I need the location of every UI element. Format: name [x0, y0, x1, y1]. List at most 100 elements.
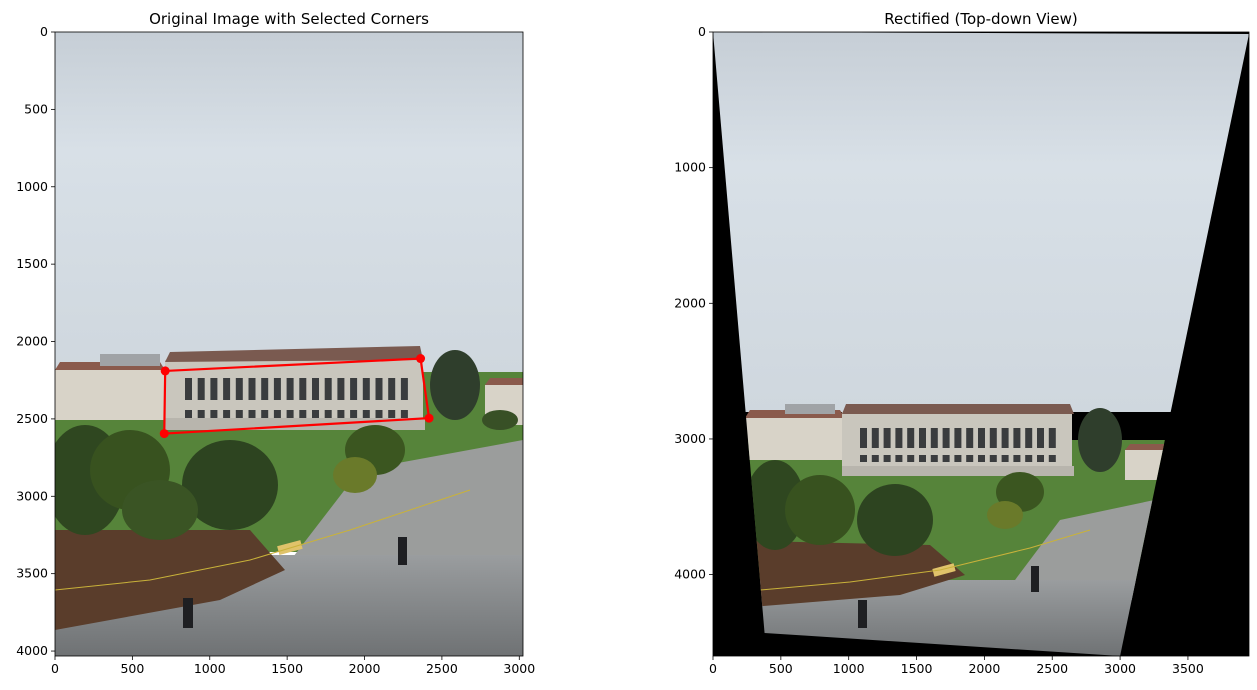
- window: [895, 455, 903, 462]
- x-tick-label: 2000: [349, 661, 381, 676]
- y-tick-label: 3000: [16, 488, 48, 503]
- window: [235, 378, 243, 400]
- y-tick-label: 0: [40, 24, 48, 39]
- window: [388, 410, 396, 418]
- window: [248, 410, 256, 418]
- window: [337, 378, 345, 400]
- sky-region: [55, 32, 523, 372]
- window: [350, 410, 358, 418]
- window: [248, 378, 256, 400]
- axes-frame: [54, 31, 524, 657]
- window: [919, 455, 926, 462]
- window: [324, 378, 332, 400]
- x-tick-label: 3000: [1104, 661, 1136, 676]
- window: [1013, 455, 1021, 462]
- window: [1001, 455, 1009, 462]
- window: [261, 378, 269, 400]
- window: [350, 378, 358, 400]
- x-tick-label: 3000: [503, 661, 535, 676]
- corner-markers: [159, 354, 434, 439]
- window: [375, 410, 383, 418]
- rectified-image-panel: 0 500 1000 1500 2000 2500 3000 3500 0 1000 2000 300…: [674, 10, 1250, 676]
- y-tick-label: 2000: [16, 334, 48, 349]
- chart-title: Rectified (Top-down View): [884, 10, 1078, 28]
- window: [860, 455, 867, 462]
- window: [954, 428, 962, 448]
- y-tick-label: 4000: [16, 643, 48, 658]
- windows-left: [185, 378, 408, 418]
- window: [273, 410, 281, 418]
- window: [954, 455, 962, 462]
- window: [210, 410, 218, 418]
- side-building-left: [745, 404, 845, 460]
- x-tick-label: 0: [51, 661, 59, 676]
- y-tick-label: 2500: [16, 411, 48, 426]
- original-image-panel: 0 500 1000 1500 2000 2500 3000 0 500 1000 1500 2000…: [16, 10, 535, 676]
- window: [966, 428, 974, 448]
- mulch-bed: [713, 540, 965, 610]
- window: [978, 428, 985, 448]
- tape-line: [55, 489, 471, 591]
- y-tick-label: 0: [698, 24, 706, 39]
- window: [337, 410, 345, 418]
- window: [235, 410, 243, 418]
- y-tick-label: 4000: [674, 567, 706, 582]
- window: [966, 455, 974, 462]
- corner-marker: [424, 413, 434, 423]
- window: [286, 410, 294, 418]
- x-tick-label: 1000: [833, 661, 865, 676]
- window: [930, 428, 938, 448]
- window: [1013, 428, 1021, 448]
- window: [185, 410, 192, 418]
- window: [286, 378, 294, 400]
- window: [362, 410, 370, 418]
- corner-marker: [159, 429, 169, 439]
- window: [261, 410, 269, 418]
- window: [312, 378, 319, 400]
- x-tick-label: 0: [709, 661, 717, 676]
- window: [883, 455, 891, 462]
- window: [388, 378, 396, 400]
- window: [860, 428, 867, 448]
- side-building-left: [55, 354, 165, 420]
- person: [1031, 566, 1039, 592]
- mulch-bed: [55, 530, 285, 630]
- window: [1025, 428, 1033, 448]
- window: [210, 378, 218, 400]
- window: [223, 410, 231, 418]
- y-tick-label: 1500: [16, 256, 48, 271]
- window: [1037, 455, 1044, 462]
- window: [1037, 428, 1044, 448]
- window: [1048, 455, 1056, 462]
- window: [375, 378, 383, 400]
- bench: [932, 563, 956, 577]
- window: [1001, 428, 1009, 448]
- window: [930, 455, 938, 462]
- window: [223, 378, 231, 400]
- corner-marker: [416, 354, 426, 364]
- window: [299, 378, 307, 400]
- y-tick-label: 3000: [674, 431, 706, 446]
- chart-title: Original Image with Selected Corners: [149, 10, 429, 28]
- window: [400, 410, 408, 418]
- window: [185, 378, 192, 400]
- window: [1048, 428, 1056, 448]
- window: [871, 455, 879, 462]
- trees-left: [55, 350, 518, 540]
- person: [398, 537, 407, 565]
- window: [400, 378, 408, 400]
- window: [883, 428, 891, 448]
- y-tick-label: 500: [24, 101, 48, 116]
- x-tick-label: 1500: [901, 661, 933, 676]
- window: [895, 428, 903, 448]
- person: [183, 598, 193, 628]
- window: [907, 455, 915, 462]
- window: [273, 378, 281, 400]
- y-tick-label: 3500: [16, 566, 48, 581]
- x-tick-label: 1000: [194, 661, 226, 676]
- axes-frame: [712, 31, 1250, 657]
- window: [312, 410, 319, 418]
- x-tick-label: 2500: [426, 661, 458, 676]
- window: [942, 428, 950, 448]
